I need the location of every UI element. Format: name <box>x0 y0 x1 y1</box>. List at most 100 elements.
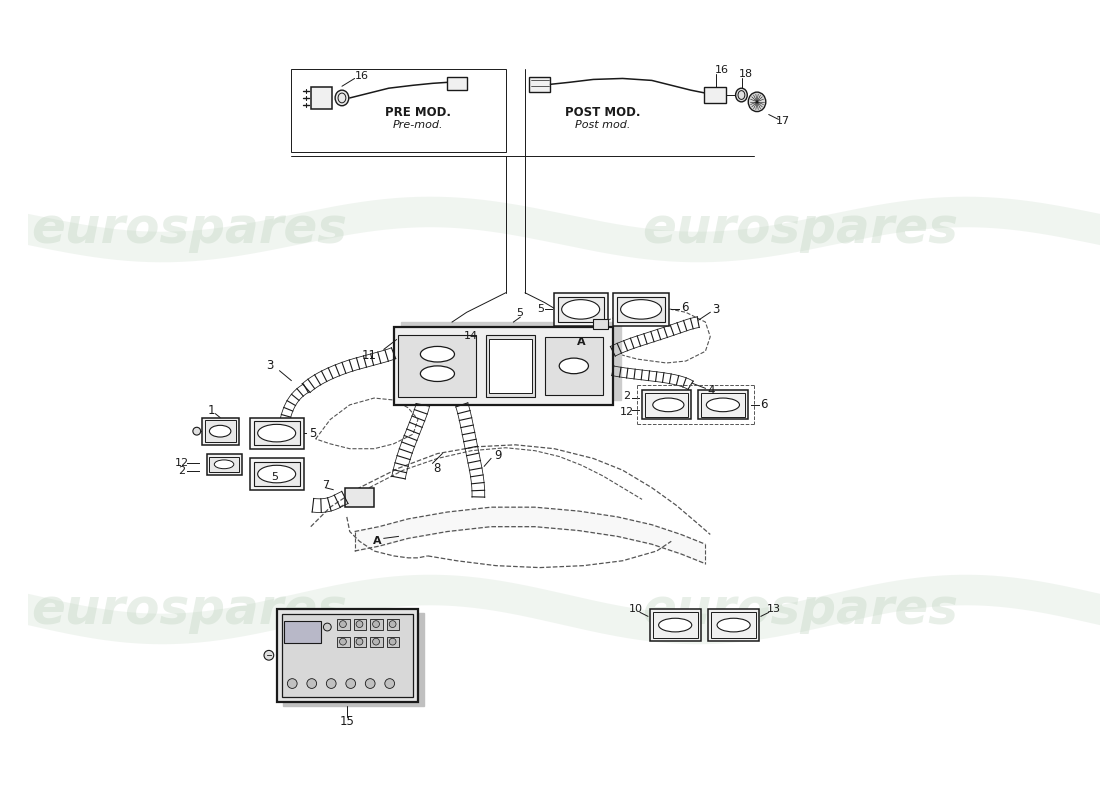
Ellipse shape <box>652 398 684 412</box>
Text: 6: 6 <box>681 301 689 314</box>
Bar <box>554 293 608 326</box>
Text: 5: 5 <box>272 472 278 482</box>
Bar <box>282 614 414 697</box>
Ellipse shape <box>559 358 588 374</box>
Ellipse shape <box>717 618 750 632</box>
Circle shape <box>340 621 346 627</box>
Text: eurospares: eurospares <box>642 586 958 634</box>
Circle shape <box>389 621 396 627</box>
Bar <box>712 613 756 638</box>
Circle shape <box>356 621 363 627</box>
Text: 16: 16 <box>715 65 729 74</box>
Circle shape <box>287 678 297 689</box>
Bar <box>529 77 550 92</box>
Text: 5: 5 <box>309 426 317 440</box>
Bar <box>337 619 350 630</box>
Text: eurospares: eurospares <box>31 205 346 253</box>
Text: 4: 4 <box>707 384 715 397</box>
Circle shape <box>373 638 380 645</box>
Ellipse shape <box>748 92 766 111</box>
Bar <box>490 338 532 393</box>
Bar <box>387 619 399 630</box>
Text: Post mod.: Post mod. <box>575 120 630 130</box>
Bar <box>207 454 242 475</box>
Text: 11: 11 <box>362 349 377 362</box>
Bar <box>254 462 300 486</box>
Bar <box>251 418 304 449</box>
Text: 2: 2 <box>178 466 186 476</box>
Ellipse shape <box>257 466 296 483</box>
Text: 10: 10 <box>629 603 644 614</box>
Bar <box>448 77 466 90</box>
Text: 12: 12 <box>619 406 634 417</box>
Text: A: A <box>578 337 586 346</box>
Circle shape <box>345 678 355 689</box>
Bar <box>371 637 383 647</box>
Circle shape <box>307 678 317 689</box>
Text: 15: 15 <box>340 715 354 728</box>
Ellipse shape <box>336 90 349 106</box>
Bar <box>394 327 613 405</box>
Text: 5: 5 <box>516 308 522 318</box>
Ellipse shape <box>562 300 600 319</box>
Text: 17: 17 <box>777 116 791 126</box>
Circle shape <box>389 638 396 645</box>
Circle shape <box>192 427 200 435</box>
Bar <box>642 390 691 419</box>
Bar <box>652 613 697 638</box>
Bar <box>544 337 603 395</box>
Bar <box>292 69 506 151</box>
Circle shape <box>365 678 375 689</box>
Bar <box>254 422 300 445</box>
Circle shape <box>323 623 331 631</box>
Bar <box>201 418 239 445</box>
Bar <box>387 637 399 647</box>
Text: 6: 6 <box>760 398 768 411</box>
Text: 1: 1 <box>208 404 216 418</box>
Bar <box>708 610 759 641</box>
Circle shape <box>340 638 346 645</box>
Bar <box>704 87 726 103</box>
Text: 14: 14 <box>463 330 477 341</box>
Ellipse shape <box>214 460 234 469</box>
Bar <box>617 297 666 322</box>
Text: 13: 13 <box>767 603 781 614</box>
Ellipse shape <box>257 424 296 442</box>
Circle shape <box>264 650 274 660</box>
Circle shape <box>356 638 363 645</box>
Text: 5: 5 <box>537 304 544 314</box>
Text: 3: 3 <box>713 303 719 316</box>
Text: A: A <box>373 536 382 546</box>
Circle shape <box>385 678 395 689</box>
Text: PRE MOD.: PRE MOD. <box>385 106 451 119</box>
Text: Pre-mod.: Pre-mod. <box>393 120 443 130</box>
Bar <box>277 610 418 702</box>
Bar <box>645 393 688 417</box>
Text: 18: 18 <box>739 69 754 78</box>
Ellipse shape <box>659 618 692 632</box>
Text: 9: 9 <box>494 449 502 462</box>
Bar <box>251 458 304 490</box>
Bar <box>559 297 604 322</box>
Bar <box>205 421 235 442</box>
Bar <box>337 637 350 647</box>
Bar <box>650 610 701 641</box>
Text: 16: 16 <box>354 70 368 81</box>
Bar <box>371 619 383 630</box>
Text: POST MOD.: POST MOD. <box>565 106 641 119</box>
Bar <box>353 619 366 630</box>
Bar <box>345 488 374 507</box>
Ellipse shape <box>209 426 231 437</box>
Ellipse shape <box>736 88 747 102</box>
Circle shape <box>373 621 380 627</box>
Text: 7: 7 <box>322 480 329 490</box>
Text: eurospares: eurospares <box>31 586 346 634</box>
Bar <box>311 87 332 109</box>
Text: eurospares: eurospares <box>642 205 958 253</box>
Bar <box>353 637 366 647</box>
Bar <box>285 621 321 642</box>
Ellipse shape <box>420 346 454 362</box>
Ellipse shape <box>420 366 454 382</box>
Bar <box>613 293 669 326</box>
Text: 2: 2 <box>623 391 630 401</box>
